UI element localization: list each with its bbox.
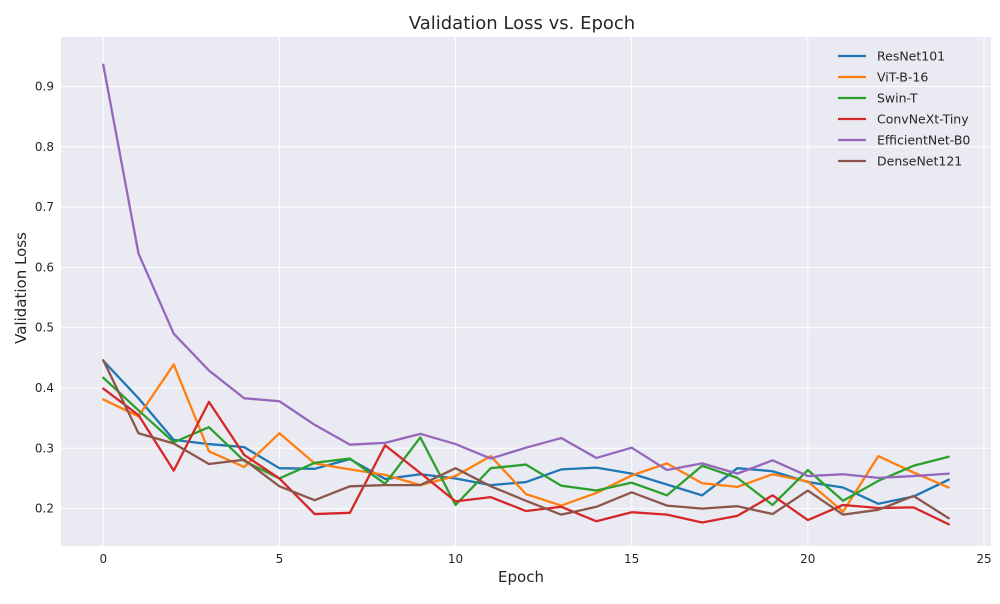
x-tick-label: 20	[800, 552, 815, 566]
y-tick-label: 0.3	[35, 441, 54, 455]
x-tick-label: 25	[976, 552, 991, 566]
legend-label-resnet101: ResNet101	[877, 49, 945, 64]
chart-title: Validation Loss vs. Epoch	[409, 13, 635, 34]
legend-label-efficientnet-b0: EfficientNet-B0	[877, 133, 970, 148]
y-tick-label: 0.4	[35, 381, 54, 395]
series-line-densenet121	[102, 359, 950, 520]
legend-label-swin-t: Swin-T	[877, 91, 918, 106]
x-tick-label: 15	[624, 552, 639, 566]
gridlines	[61, 37, 991, 546]
x-tick-label: 10	[448, 552, 463, 566]
x-tick-label: 0	[99, 552, 107, 566]
x-axis-label: Epoch	[498, 568, 544, 586]
y-axis-label: Validation Loss	[12, 232, 30, 344]
axis-ticks: 0 5 10 15 20 25 0.2 0.3 0.4 0.5 0.6 0.7 0.8 0.9	[35, 79, 992, 566]
y-tick-label: 0.8	[35, 140, 54, 154]
legend-label-convnext-tiny: ConvNeXt-Tiny	[877, 112, 969, 127]
y-tick-label: 0.6	[35, 260, 54, 274]
y-tick-label: 0.5	[35, 321, 54, 335]
legend: ResNet101 ViT-B-16 Swin-T ConvNeXt-Tiny Effi…	[838, 49, 970, 169]
legend-label-vit-b-16: ViT-B-16	[877, 70, 928, 85]
x-tick-label: 5	[276, 552, 284, 566]
series-line-efficientnet-b0	[102, 63, 950, 480]
y-tick-label: 0.2	[35, 502, 54, 516]
legend-label-densenet121: DenseNet121	[877, 154, 962, 169]
plot-area	[61, 37, 991, 546]
series-lines	[102, 63, 950, 526]
y-tick-label: 0.9	[35, 79, 54, 93]
series-line-vit-b-16	[102, 363, 950, 513]
series-line-convnext-tiny	[102, 387, 950, 526]
y-tick-label: 0.7	[35, 200, 54, 214]
